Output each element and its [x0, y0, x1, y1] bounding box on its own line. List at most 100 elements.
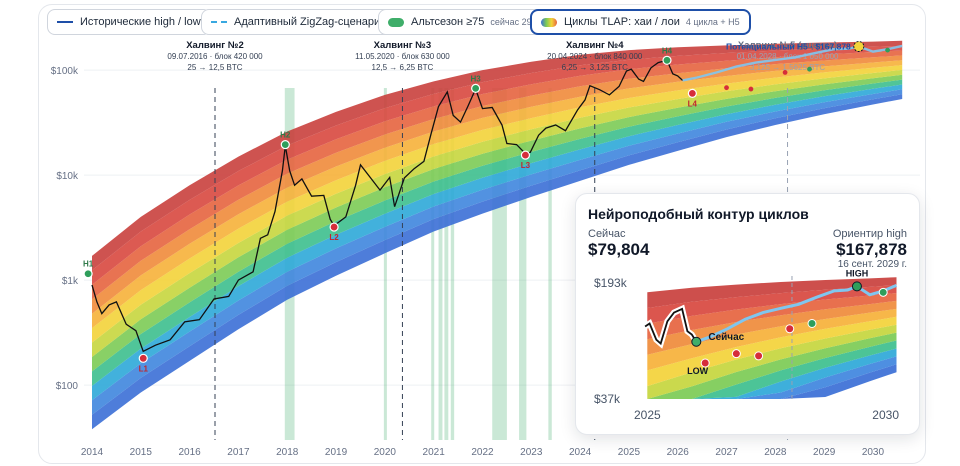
cycle-low-label: L4	[688, 99, 698, 108]
inset-y-top: $193k	[594, 276, 627, 290]
inset-y-bottom: $37k	[594, 392, 621, 406]
altseason-band	[444, 88, 449, 440]
target-date: 16 сент. 2029 г.	[837, 259, 907, 270]
halving-title: Халвинг №4	[566, 40, 624, 51]
zigzag-point	[748, 86, 754, 92]
x-tick-label: 2017	[227, 447, 250, 458]
toggle-sub: сейчас 29	[490, 17, 532, 27]
cycle-low-marker	[687, 88, 697, 98]
x-tick-label: 2027	[715, 447, 738, 458]
potential-high-marker	[853, 40, 865, 52]
inset-band-9	[647, 293, 897, 340]
x-tick-label: 2021	[423, 447, 446, 458]
cycle-high-marker	[83, 269, 93, 279]
halving-reward: 25 → 12,5 BTC	[187, 63, 242, 72]
now-value: $79,804	[588, 240, 650, 259]
inset-band-1	[647, 356, 897, 399]
x-tick-label: 2029	[813, 447, 836, 458]
x-tick-label: 2018	[276, 447, 299, 458]
halving-date: 09.07.2016 · блок 420 000	[167, 52, 263, 61]
inset-x-start: 2025	[634, 408, 661, 422]
halving-title: Халвинг №5 (оценка)	[738, 40, 837, 51]
altseason-band	[438, 88, 443, 440]
zigzag-point	[724, 85, 729, 91]
cycle-contour-card: Сейчас HIGH LOW Нейроподобный контур цикло…	[575, 193, 920, 435]
potential-high-label: Потенциальный H5 · $167,878	[726, 41, 851, 51]
cycle-high-marker	[662, 55, 672, 65]
inset-high-marker	[851, 281, 862, 292]
altseason-band	[548, 88, 552, 440]
inset-band-7	[647, 308, 897, 371]
toggle-3[interactable]: Альтсезон ≥75 сейчас 29	[378, 9, 542, 35]
rainbow-band-11	[92, 40, 903, 271]
line-icon	[57, 21, 73, 23]
inset-band-10	[647, 285, 897, 324]
y-tick-label: $100	[56, 381, 79, 392]
x-tick-label: 2019	[325, 447, 348, 458]
toggle-label: Исторические high / low	[80, 16, 201, 28]
zigzag-point	[807, 66, 812, 72]
now-label: Сейчас	[588, 228, 626, 240]
toggle-sub: 4 цикла + H5	[685, 17, 740, 27]
target-label: Ориентир high	[832, 228, 907, 240]
y-tick-label: $100k	[51, 66, 79, 77]
cycle-low-marker	[329, 222, 339, 232]
toggle-1[interactable]: Исторические high / low	[47, 9, 211, 35]
halving-date: 11.05.2020 · блок 630 000	[355, 52, 450, 61]
rainbow-band-10	[92, 45, 903, 285]
inset-band-8	[647, 300, 897, 355]
cycle-low-label: L1	[139, 364, 149, 373]
cycle-low-marker	[520, 150, 531, 160]
toggle-label: Адаптивный ZigZag-сценарий	[234, 16, 387, 28]
y-tick-label: $10k	[56, 171, 79, 182]
dashed-line-icon	[211, 21, 227, 23]
cycle-low-marker	[138, 353, 148, 363]
x-tick-label: 2028	[764, 447, 787, 458]
inset-price-line	[644, 307, 698, 346]
inset-band-4	[647, 332, 897, 399]
altseason-band	[431, 88, 435, 440]
inset-now-tag: Сейчас	[708, 332, 744, 343]
target-value: $167,878	[836, 240, 907, 259]
card-title: Нейроподобный контур циклов	[588, 206, 809, 222]
rainbow-band-9	[92, 50, 903, 300]
inset-band-5	[647, 324, 897, 399]
x-tick-label: 2023	[520, 447, 543, 458]
cycle-low-label: L3	[521, 161, 531, 170]
cycle-low-label: L2	[329, 233, 339, 242]
halving-title: Халвинг №3	[374, 40, 432, 51]
toggle-label: Циклы TLAP: хаи / лои	[564, 16, 680, 28]
zigzag-point	[782, 70, 788, 75]
x-tick-label: 2030	[862, 447, 885, 458]
x-tick-label: 2026	[667, 447, 690, 458]
cycle-high-label: H4	[662, 46, 673, 55]
cycle-high-label: H3	[471, 74, 482, 83]
inset-zigzag-point	[754, 351, 764, 361]
halving-date: 01.04.2028 · блок 1 050 000	[737, 52, 839, 61]
inset-zigzag-point	[700, 358, 710, 368]
swatch-icon	[388, 17, 404, 27]
x-tick-label: 2020	[374, 447, 397, 458]
inset-zigzag-point	[878, 287, 888, 297]
inset-now-marker	[691, 336, 702, 347]
inset-high-tag: HIGH	[846, 268, 869, 278]
inset-zigzag-point	[731, 349, 741, 359]
inset-zigzag-point	[785, 324, 795, 334]
x-tick-label: 2015	[130, 447, 153, 458]
price-line	[91, 59, 684, 353]
swatch-icon	[541, 17, 557, 27]
inset-band-0	[647, 364, 897, 399]
toggle-2[interactable]: Адаптивный ZigZag-сценарий	[201, 9, 397, 35]
x-tick-label: 2025	[618, 447, 641, 458]
halving-date: 20.04.2024 · блок 840 000	[547, 52, 643, 61]
x-tick-label: 2016	[178, 447, 201, 458]
halving-title: Халвинг №2	[186, 40, 244, 51]
inset-chart: Сейчас HIGH LOW	[643, 268, 898, 399]
inset-x-end: 2030	[872, 408, 899, 422]
toggle-4[interactable]: Циклы TLAP: хаи / лои 4 цикла + H5	[530, 9, 751, 35]
altseason-band	[450, 88, 455, 440]
zigzag-point	[885, 47, 890, 53]
inset-band-2	[647, 348, 897, 399]
toggle-label: Альтсезон ≥75	[411, 16, 485, 28]
inset-projection-line	[695, 284, 898, 344]
